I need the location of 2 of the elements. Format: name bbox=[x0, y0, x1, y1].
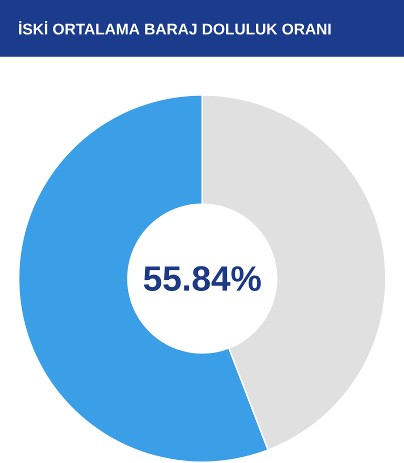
chart-title: İSKİ ORTALAMA BARAJ DOLULUK ORANI bbox=[18, 21, 330, 35]
text: 55.84% bbox=[144, 266, 261, 291]
